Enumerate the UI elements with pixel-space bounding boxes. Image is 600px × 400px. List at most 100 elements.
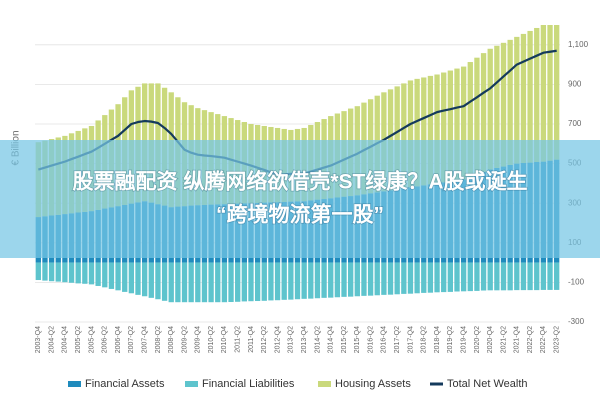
bar: [274, 262, 281, 301]
bar: [494, 45, 500, 168]
bar: [381, 262, 387, 295]
bar: [540, 25, 547, 162]
bar: [367, 262, 374, 296]
bar: [441, 262, 447, 293]
x-tick-label: 2019-Q4: [460, 326, 467, 353]
bar: [288, 262, 294, 300]
bar: [554, 262, 560, 290]
bar: [161, 262, 168, 301]
bar: [500, 42, 507, 167]
bar: [102, 262, 108, 288]
bar: [374, 262, 380, 296]
bar: [421, 77, 427, 186]
legend-label: Financial Assets: [85, 378, 165, 390]
bar: [68, 262, 75, 283]
bar: [547, 262, 553, 290]
x-tick-label: 2006-Q4: [115, 326, 122, 353]
legend-label: Housing Assets: [335, 378, 411, 390]
bar: [394, 262, 400, 295]
bar: [354, 262, 360, 297]
x-tick-label: 2020-Q2: [474, 326, 481, 353]
x-tick-label: 2018-Q2: [421, 326, 428, 353]
bar: [115, 262, 121, 291]
x-tick-label: 2008-Q2: [155, 326, 162, 353]
bar: [35, 262, 41, 281]
bar: [480, 53, 487, 172]
x-tick-label: 2021-Q4: [514, 326, 521, 353]
bar: [474, 57, 480, 175]
y-tick-label: 1,100: [568, 40, 589, 49]
bar: [514, 262, 520, 291]
banner-title: 股票融配资 纵腾网络欲借壳*ST绿康？A股或诞生: [72, 170, 527, 194]
x-tick-label: 2013-Q4: [301, 326, 308, 353]
bar: [534, 27, 540, 163]
bar: [534, 262, 540, 291]
bar: [441, 72, 447, 183]
bar: [268, 262, 274, 301]
bar: [181, 262, 188, 303]
bar: [387, 89, 394, 191]
bar: [434, 74, 440, 184]
x-tick-label: 2022-Q2: [527, 326, 534, 353]
bar: [48, 262, 55, 282]
x-tick-label: 2006-Q2: [102, 326, 109, 353]
bar: [334, 262, 341, 298]
bar: [75, 262, 81, 284]
bar: [514, 36, 520, 164]
banner-subtitle: “跨境物流第一股”: [216, 203, 384, 227]
x-tick-label: 2007-Q4: [141, 326, 148, 353]
bar: [401, 262, 407, 294]
bar: [434, 262, 440, 293]
bar: [195, 262, 201, 303]
bar: [82, 262, 88, 284]
x-tick-label: 2005-Q4: [88, 326, 95, 353]
bar: [540, 262, 547, 290]
bar: [155, 262, 161, 300]
x-tick-label: 2014-Q4: [328, 326, 335, 353]
bar: [248, 262, 254, 302]
bar: [348, 262, 354, 297]
legend-label: Financial Liabilities: [202, 378, 295, 390]
x-tick-label: 2003-Q4: [35, 326, 42, 353]
bar: [314, 262, 321, 299]
bar: [88, 262, 95, 285]
legend-swatch: [318, 381, 331, 387]
bar: [447, 70, 454, 182]
x-tick-label: 2005-Q2: [75, 326, 82, 353]
x-tick-label: 2011-Q4: [248, 326, 255, 353]
bar: [414, 262, 420, 294]
bar: [108, 262, 115, 289]
x-tick-label: 2017-Q4: [407, 326, 414, 353]
bar: [407, 262, 414, 294]
bar: [208, 262, 214, 303]
bar: [494, 262, 500, 291]
bar: [507, 39, 513, 165]
bar: [507, 262, 513, 291]
bar: [148, 262, 154, 298]
bar: [427, 262, 434, 293]
bar: [55, 262, 61, 282]
bar: [547, 25, 553, 161]
x-tick-label: 2018-Q4: [434, 326, 441, 353]
bar: [394, 86, 400, 190]
bar: [447, 262, 454, 292]
bar: [175, 262, 181, 303]
bar: [527, 30, 533, 163]
x-tick-label: 2017-Q2: [394, 326, 401, 353]
bar: [135, 262, 141, 295]
bar: [321, 262, 327, 298]
bar: [407, 80, 414, 188]
x-tick-label: 2004-Q4: [62, 326, 69, 353]
bar: [474, 262, 480, 291]
x-tick-label: 2021-Q2: [500, 326, 507, 353]
bar: [128, 262, 135, 294]
x-tick-label: 2011-Q2: [235, 326, 242, 353]
bar: [328, 262, 334, 298]
bar: [454, 68, 460, 181]
x-tick-label: 2022-Q4: [540, 326, 547, 353]
bar: [341, 262, 347, 297]
x-tick-label: 2014-Q2: [314, 326, 321, 353]
bar: [520, 262, 527, 291]
bar: [554, 25, 560, 160]
bar: [487, 262, 493, 291]
